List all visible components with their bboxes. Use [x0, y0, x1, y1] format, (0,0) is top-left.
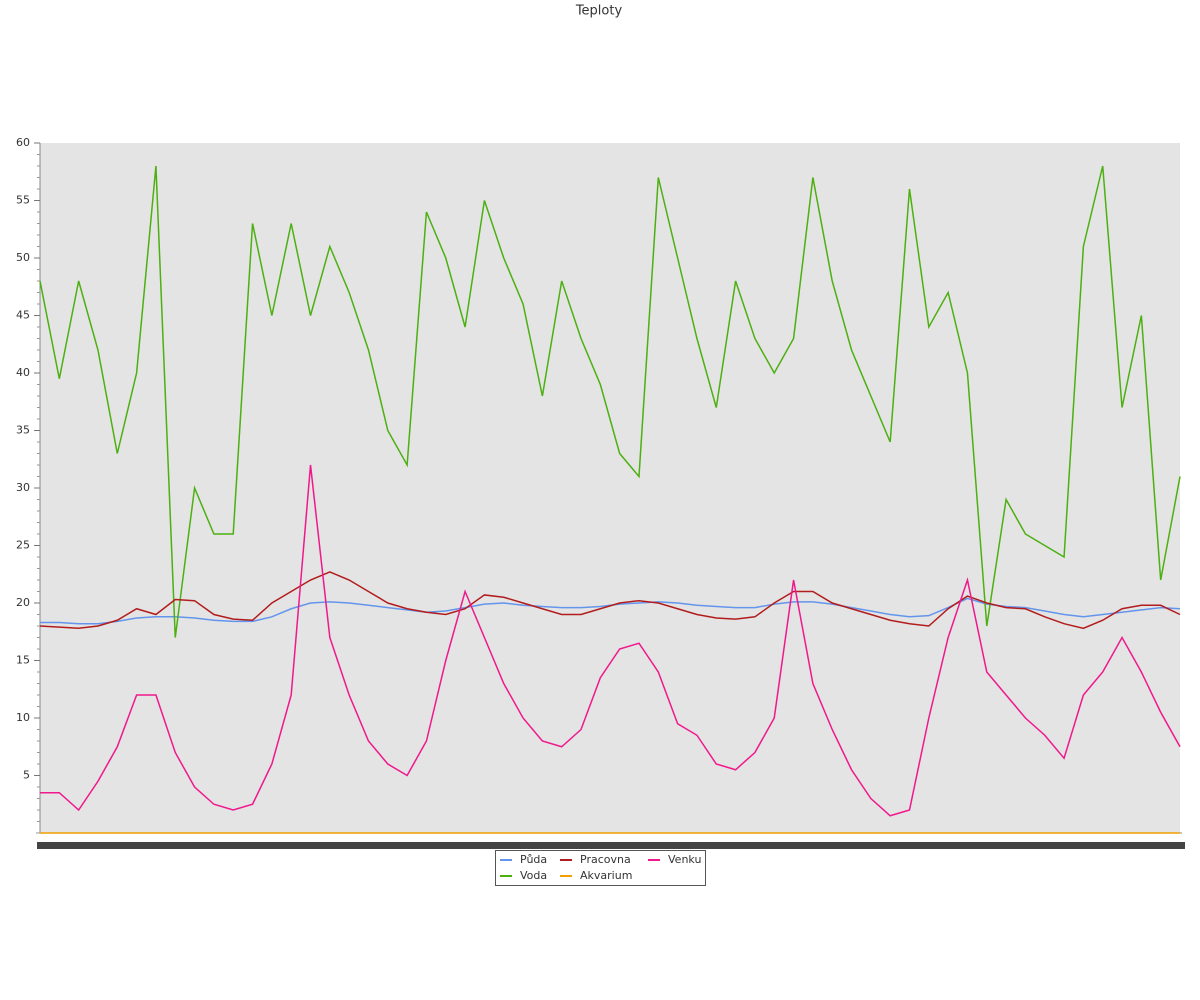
- legend-label: Půda: [520, 853, 547, 866]
- legend-label: Pracovna: [580, 853, 631, 866]
- y-tick-label: 5: [23, 769, 30, 782]
- chart-title: Teploty: [575, 4, 623, 19]
- y-tick-label: 35: [16, 424, 30, 437]
- y-tick-label: 45: [16, 309, 30, 322]
- legend-label: Akvarium: [580, 869, 632, 882]
- legend-label: Voda: [520, 869, 547, 882]
- legend-label: Venku: [668, 853, 701, 866]
- x-tick-labels-band: [37, 842, 1185, 849]
- y-tick-label: 25: [16, 539, 30, 552]
- series-line: [39, 165, 1181, 638]
- y-tick-label: 55: [16, 194, 30, 207]
- y-tick-label: 30: [16, 481, 30, 494]
- y-tick-label: 40: [16, 366, 30, 379]
- y-tick-label: 15: [16, 654, 30, 667]
- y-tick-label: 20: [16, 596, 30, 609]
- y-tick-label: 50: [16, 251, 30, 264]
- y-tick-label: 60: [16, 136, 30, 149]
- legend: [495, 850, 706, 886]
- series-line: [39, 571, 1181, 630]
- series-line: [40, 464, 1181, 817]
- y-tick-label: 10: [16, 711, 30, 724]
- plot-area: [40, 143, 1180, 833]
